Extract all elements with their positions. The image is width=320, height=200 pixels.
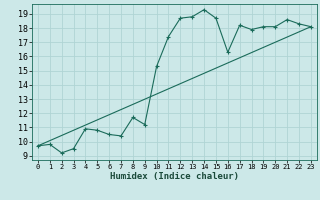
X-axis label: Humidex (Indice chaleur): Humidex (Indice chaleur) — [110, 172, 239, 181]
